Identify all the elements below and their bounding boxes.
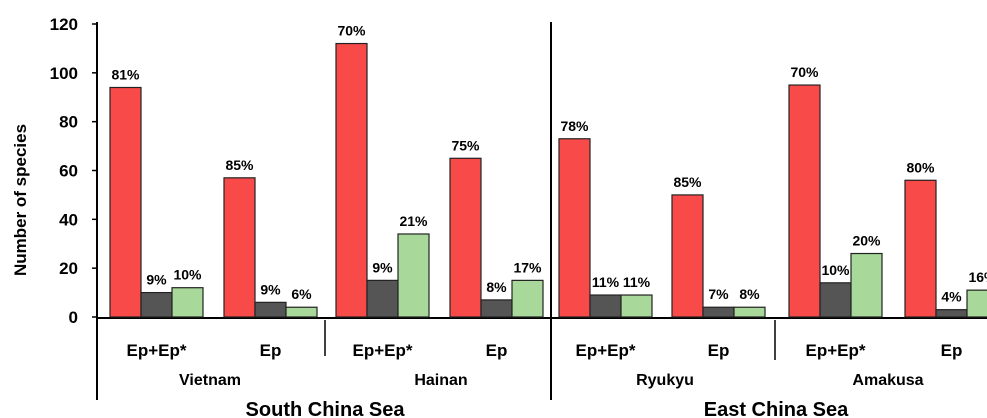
bar [511, 279, 544, 318]
data-label: 21% [399, 213, 428, 229]
bar [285, 306, 318, 318]
data-label: 11% [623, 274, 651, 290]
y-axis-label: Number of species [11, 124, 30, 276]
data-label: 70% [790, 64, 819, 80]
category-label: Ep [486, 341, 508, 360]
bar [671, 194, 704, 318]
data-label: 80% [906, 159, 935, 175]
bar [589, 294, 622, 318]
location-label: Vietnam [179, 372, 241, 389]
location-label: Ryukyu [636, 372, 694, 389]
bar [702, 306, 735, 318]
bar [620, 294, 653, 318]
data-label: 9% [146, 272, 167, 288]
bar [397, 233, 430, 318]
category-label: Ep+Ep* [127, 341, 187, 360]
data-label: 81% [111, 66, 140, 82]
data-label: 11% [592, 274, 620, 290]
category-label: Ep [260, 341, 282, 360]
bar [480, 299, 513, 318]
sea-label: South China Sea [246, 399, 406, 418]
bar [171, 287, 204, 318]
category-label: Ep+Ep* [353, 341, 413, 360]
y-tick-label: 20 [59, 259, 78, 278]
bar [935, 309, 968, 318]
y-tick-label: 0 [69, 308, 78, 327]
bar [966, 289, 987, 318]
labels: 81% 9% 10% Ep+Ep* 85% 9% 6% Ep 70% 9% 21% Ep+Ep* 75%… [111, 23, 987, 418]
data-label: 85% [673, 174, 702, 190]
y-tick-label: 80 [59, 113, 78, 132]
category-label: Ep [941, 341, 963, 360]
data-label: 8% [486, 279, 507, 295]
bar [366, 279, 399, 318]
bar [819, 282, 852, 318]
y-tick-label: 120 [50, 15, 78, 34]
bar [254, 301, 287, 318]
data-label: 9% [372, 259, 393, 275]
bar [850, 252, 883, 318]
category-label: Ep+Ep* [806, 341, 866, 360]
data-label: 20% [852, 233, 881, 249]
bar [223, 177, 256, 318]
data-label: 75% [451, 137, 480, 153]
data-label: 85% [225, 157, 254, 173]
y-tick-label: 100 [50, 64, 78, 83]
bar [558, 138, 591, 318]
data-label: 70% [337, 23, 366, 39]
data-label: 6% [291, 286, 312, 302]
location-label: Amakusa [852, 372, 923, 389]
bar [140, 291, 173, 318]
axes: 0 20 40 60 80 100 120 Number of species [11, 15, 987, 400]
bar [335, 42, 368, 318]
bar [788, 84, 821, 318]
bar [109, 86, 142, 318]
y-tick-label: 40 [59, 210, 78, 229]
data-label: 4% [941, 289, 962, 305]
y-tick-label: 60 [59, 162, 78, 181]
data-label: 78% [560, 118, 589, 134]
category-label: Ep+Ep* [576, 341, 636, 360]
data-label: 17% [513, 259, 542, 275]
data-label: 7% [708, 286, 729, 302]
data-label: 10% [821, 262, 850, 278]
sea-label: East China Sea [704, 399, 849, 418]
bar [733, 306, 766, 318]
bars [109, 42, 987, 318]
data-label: 8% [739, 286, 760, 302]
data-label: 10% [173, 267, 202, 283]
category-label: Ep [708, 341, 730, 360]
bar [904, 179, 937, 318]
bar [449, 157, 482, 318]
location-label: Hainan [414, 372, 467, 389]
data-label: 9% [260, 281, 281, 297]
data-label: 16% [968, 269, 987, 285]
